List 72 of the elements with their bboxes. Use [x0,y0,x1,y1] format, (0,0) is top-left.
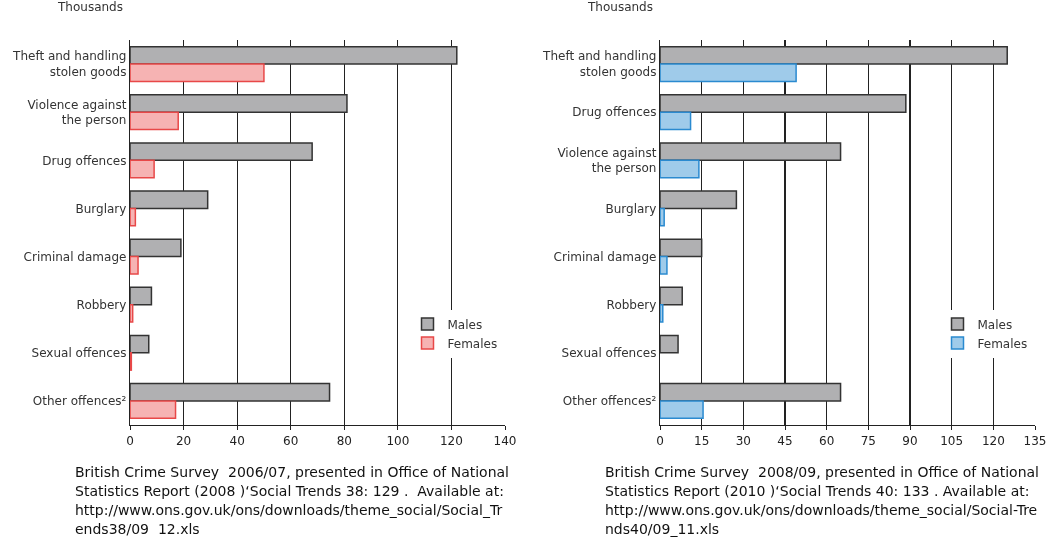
bar [660,255,668,275]
x-tick-label: 40 [229,433,245,448]
bar [130,303,134,323]
text: British Crime Survey 2006/07, presented in Office of National Statistics Report (2008 )‘Social Trends 38: 129 . Available at: http://www.ons.gov.uk/ons/downloads/theme_social/Social_Trends38/09 12.xls [75,463,510,539]
bar [660,238,703,258]
x-tick-label: 15 [694,433,710,448]
bar [660,190,738,210]
bar [130,45,458,65]
x-tick-label: 60 [819,433,835,448]
y-tick-label: Burglary [605,201,657,216]
y-tick-label: Other offences² [562,394,657,409]
y-tick-label: Drug offences [42,153,127,168]
legend-label: Males [447,317,483,332]
bar [660,303,664,323]
bar [130,207,137,227]
x-tick-label: 100 [386,433,410,448]
y-tick-label: Theft and handling stolen goods [12,49,127,80]
x-axis-title: Thousands [587,0,653,14]
bar [660,142,842,162]
y-tick-label: Violence against the person [557,145,657,176]
bar [130,142,313,162]
bar [130,159,155,179]
x-tick-label: 140 [493,433,517,448]
bar [660,63,797,83]
bar [660,382,842,402]
x-tick-label: 120 [981,433,1005,448]
x-tick-label: 0 [126,433,134,448]
y-tick-label: Violence against the person [27,97,127,128]
legend-label: Females [977,336,1028,351]
bar [130,238,182,258]
bar [130,63,265,83]
y-tick-label: Robbery [606,297,657,312]
y-tick-label: Sexual offences [561,346,657,361]
x-tick-label: 20 [175,433,192,448]
x-tick-label: 80 [336,433,352,448]
legend-label: Males [977,317,1013,332]
x-tick-label: 45 [777,433,793,448]
bar [660,94,907,113]
x-tick-label: 60 [283,433,299,448]
y-tick-label: Other offences² [32,394,127,409]
bar [660,207,665,227]
x-tick-label: 135 [1023,433,1047,448]
x-tick-label: 105 [940,433,964,448]
x-tick-label: 30 [735,433,751,448]
x-tick-label: 90 [902,433,918,448]
bar [660,111,692,131]
y-tick-label: Criminal damage [23,249,127,264]
y-tick-label: Sexual offences [31,346,127,361]
bar [130,286,153,306]
x-axis-title: Thousands [57,0,123,14]
y-tick-label: Theft and handling stolen goods [542,49,657,80]
bar [660,286,683,306]
bar [130,334,150,354]
bar [660,45,1008,65]
bar [660,400,704,420]
x-tick-label: 75 [860,433,876,448]
bar [130,400,177,420]
x-tick-label: 120 [439,433,463,448]
y-tick-label: Drug offences [572,105,657,120]
x-tick-label: 0 [656,433,664,448]
text: British Crime Survey 2008/09, presented in Office of National Statistics Report (2010 )‘Social Trends 40: 133 . Available at: http://www.ons.gov.uk/ons/downloads/theme_social/Social-Trends40/09_11.xls [605,463,1040,539]
y-tick-label: Criminal damage [553,249,657,264]
bar [660,334,679,354]
bar [130,111,179,131]
bar [130,94,348,113]
bar [130,190,209,210]
bar [660,159,700,179]
y-tick-label: Burglary [75,201,127,216]
bar [130,255,139,275]
legend-label: Females [447,336,498,351]
y-tick-label: Robbery [76,297,127,312]
bar [130,382,331,402]
